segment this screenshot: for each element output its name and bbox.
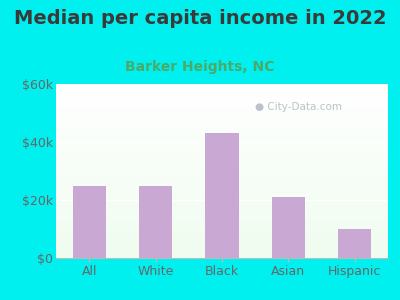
- Bar: [206, 133, 238, 258]
- Bar: [338, 229, 372, 258]
- Text: ● City-Data.com: ● City-Data.com: [255, 102, 342, 112]
- Bar: [139, 185, 172, 258]
- Bar: [272, 197, 305, 258]
- Bar: [73, 185, 106, 258]
- Text: Median per capita income in 2022: Median per capita income in 2022: [14, 9, 386, 28]
- Text: Barker Heights, NC: Barker Heights, NC: [125, 60, 275, 74]
